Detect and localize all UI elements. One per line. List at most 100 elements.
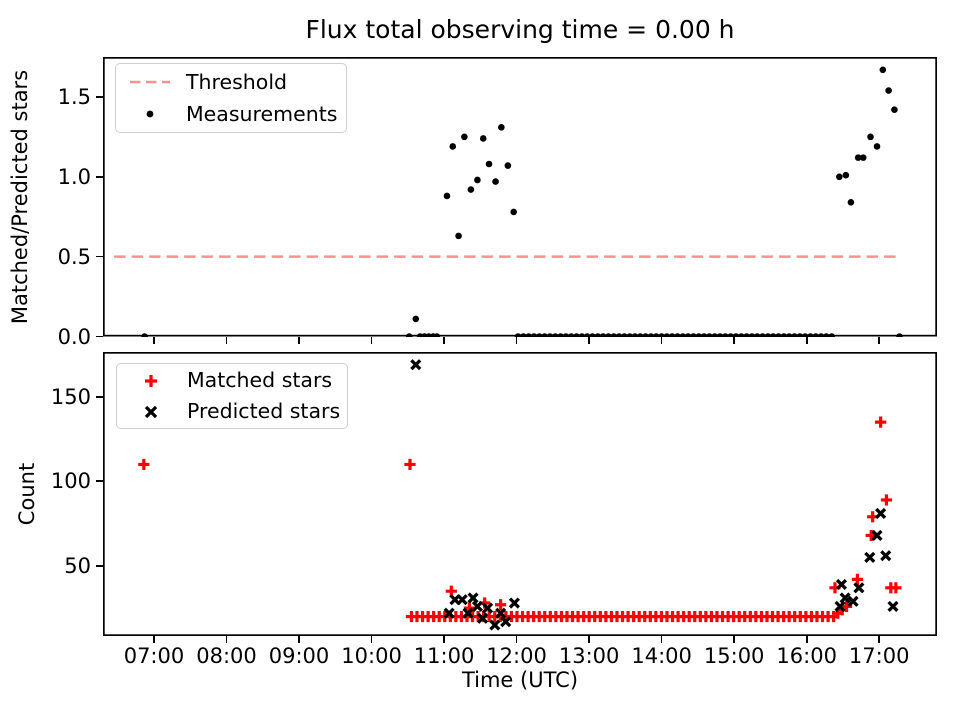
predicted-stars-marker [443,607,455,619]
measurements-marker [854,154,862,161]
legend-row-measurements: Measurements [116,100,346,129]
x-tick [588,336,590,344]
threshold-dashed-line-icon [127,78,173,86]
measurements-marker [504,162,512,169]
x-tick [733,636,735,643]
measurements-marker [498,123,505,131]
legend-row-matched: Matched stars [117,366,347,395]
legend-label-matched: Matched stars [187,368,333,393]
predicted-stars-marker [839,592,851,604]
predicted-stars-marker [467,592,479,604]
predicted-stars-marker [482,602,494,614]
predicted-stars-marker [875,507,887,520]
x-tick-label: 08:00 [196,644,257,668]
y-tick-label: 50 [64,553,91,578]
y-tick-label: 150 [50,384,91,409]
matched-stars-marker [495,599,507,611]
measurements-marker [467,186,475,193]
x-tick-label: 09:00 [268,644,330,668]
y-tick [96,335,103,338]
x-tick [878,336,881,344]
legend-row-predicted: Predicted stars [117,397,347,426]
x-tick-label: 13:00 [558,644,620,668]
predicted-stars-marker [853,582,865,594]
predicted-stars-marker [410,359,422,371]
predicted-stars-marker [471,600,483,612]
x-tick [443,636,445,643]
y-tick [96,175,103,178]
y-tick-label: 0.0 [57,324,91,349]
matched-stars-marker [851,573,864,585]
top-legend: Threshold Measurements [115,63,347,133]
y-tick [96,255,103,258]
legend-row-threshold: Threshold [116,67,346,96]
x-tick [515,336,518,344]
measurements-marker [879,66,887,74]
x-tick [443,336,445,344]
predicted-stars-marker [887,600,899,612]
x-tick-label: 17:00 [848,644,910,668]
x-tick-label: 07:00 [123,644,185,668]
predicted-stars-marker [847,595,859,607]
measurements-marker [412,315,420,323]
x-tick [733,336,735,344]
measurements-marker [873,143,881,150]
y-tick [96,395,103,398]
predicted-stars-marker [500,616,512,628]
x-tick [225,636,228,643]
predicted-stars-marker [456,594,468,606]
y-tick [96,96,103,98]
measurements-marker [474,176,481,184]
y-tick-label: 100 [50,469,91,494]
y-tick-label: 0.5 [57,244,91,269]
measurements-marker [455,232,462,240]
x-tick-label: 11:00 [413,644,475,668]
x-tick [588,636,590,643]
x-tick [225,336,228,344]
measurements-marker [479,135,487,142]
x-tick [660,636,663,643]
x-tick [153,636,155,643]
x-tick [515,636,518,643]
predicted-stars-marker [871,529,883,541]
x-tick [153,336,155,344]
measurements-marker [842,171,850,179]
x-tick [805,336,808,344]
legend-label-predicted: Predicted stars [187,399,341,424]
x-tick-label: 12:00 [486,644,547,668]
legend-label-threshold: Threshold [186,69,288,94]
predicted-stars-marker [880,550,892,562]
x-tick [370,336,373,344]
measurements-marker [847,199,855,206]
x-tick [298,336,300,344]
x-tick [370,636,373,643]
measurements-marker [443,192,451,200]
measurements-marker [885,87,892,94]
chart-title: Flux total observing time = 0.00 h [305,15,735,44]
legend-label-measurements: Measurements [186,101,338,126]
measurements-marker [867,133,874,141]
y-tick-label: 1.5 [57,84,91,109]
predicted-x-icon [128,404,174,420]
matched-stars-marker [875,416,887,428]
y-tick-label: 1.0 [57,164,91,189]
x-tick-label: 15:00 [703,644,765,668]
measurements-marker [449,143,457,150]
predicted-stars-marker [462,607,474,619]
measurements-marker [492,178,499,185]
x-tick-label: 10:00 [341,644,402,668]
top-axes [103,57,937,337]
measurement-dot-icon [127,108,173,120]
measurements-marker [485,160,493,168]
bottom-axes [103,352,937,636]
matched-stars-marker [138,458,150,471]
y-tick [96,564,103,567]
measurements-marker [510,208,517,216]
matched-stars-marker [890,582,902,594]
matched-stars-marker [828,610,840,623]
x-tick [878,636,881,643]
measurements-marker [836,173,843,181]
x-tick-label: 16:00 [776,644,837,668]
measurements-marker [461,133,468,141]
